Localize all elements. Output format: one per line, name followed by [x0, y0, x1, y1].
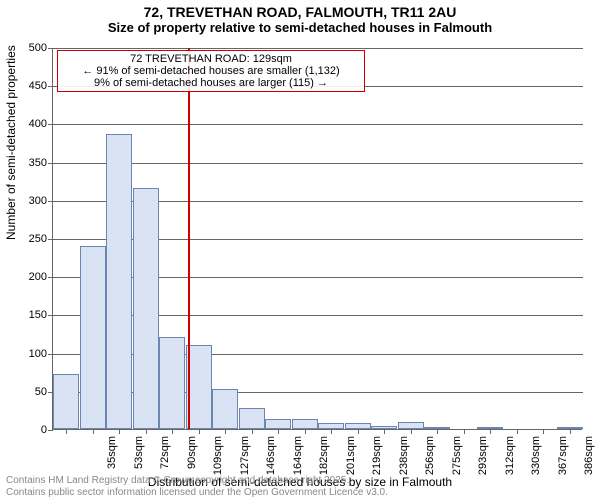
- y-tick-label: 500: [7, 42, 47, 54]
- x-tick-label: 164sqm: [292, 436, 304, 480]
- footer-line2: Contains public sector information licen…: [6, 487, 388, 499]
- property-marker-line: [188, 48, 190, 429]
- x-tick-label: 90sqm: [186, 436, 198, 480]
- y-tick-label: 0: [7, 424, 47, 436]
- x-tick-label: 201sqm: [345, 436, 357, 480]
- gridline: [53, 124, 583, 125]
- gridline: [53, 48, 583, 49]
- histogram-bar: [159, 337, 185, 429]
- x-tick-label: 72sqm: [159, 436, 171, 480]
- x-tick-label: 386sqm: [583, 436, 595, 480]
- annotation-line: ← 91% of semi-detached houses are smalle…: [62, 65, 360, 77]
- x-tick-label: 312sqm: [504, 436, 516, 480]
- histogram-bar: [239, 408, 265, 429]
- x-tick-label: 146sqm: [265, 436, 277, 480]
- annotation-line: 72 TREVETHAN ROAD: 129sqm: [62, 53, 360, 65]
- title-block: 72, TREVETHAN ROAD, FALMOUTH, TR11 2AU S…: [0, 0, 600, 35]
- histogram-bar: [106, 134, 132, 429]
- annotation-box: 72 TREVETHAN ROAD: 129sqm← 91% of semi-d…: [57, 50, 365, 92]
- y-tick-label: 100: [7, 348, 47, 360]
- gridline: [53, 163, 583, 164]
- x-tick-label: 256sqm: [424, 436, 436, 480]
- histogram-bar: [398, 422, 424, 429]
- histogram-bar: [80, 246, 106, 429]
- y-tick-label: 250: [7, 233, 47, 245]
- y-tick-label: 300: [7, 195, 47, 207]
- footer-line1: Contains HM Land Registry data © Crown c…: [6, 475, 388, 487]
- annotation-line: 9% of semi-detached houses are larger (1…: [62, 77, 360, 89]
- x-tick-label: 330sqm: [530, 436, 542, 480]
- y-tick-label: 200: [7, 271, 47, 283]
- histogram-bar: [133, 188, 159, 429]
- y-tick-label: 350: [7, 157, 47, 169]
- x-tick-label: 275sqm: [451, 436, 463, 480]
- y-tick-label: 50: [7, 386, 47, 398]
- chart-area: 05010015020025030035040045050035sqm53sqm…: [52, 48, 582, 430]
- x-tick-label: 53sqm: [133, 436, 145, 480]
- y-axis-label: Number of semi-detached properties: [4, 45, 18, 240]
- footer-attribution: Contains HM Land Registry data © Crown c…: [6, 475, 388, 498]
- plot-region: 05010015020025030035040045050035sqm53sqm…: [52, 48, 582, 430]
- y-tick-label: 450: [7, 80, 47, 92]
- chart-title: 72, TREVETHAN ROAD, FALMOUTH, TR11 2AU: [0, 4, 600, 20]
- y-tick-label: 150: [7, 309, 47, 321]
- x-tick-label: 127sqm: [239, 436, 251, 480]
- histogram-bar: [212, 389, 238, 429]
- x-tick-label: 367sqm: [557, 436, 569, 480]
- x-tick-label: 293sqm: [477, 436, 489, 480]
- x-tick-label: 219sqm: [371, 436, 383, 480]
- chart-subtitle: Size of property relative to semi-detach…: [0, 20, 600, 35]
- histogram-bar: [53, 374, 79, 429]
- chart-container: 72, TREVETHAN ROAD, FALMOUTH, TR11 2AU S…: [0, 0, 600, 500]
- x-tick-label: 238sqm: [398, 436, 410, 480]
- x-tick-label: 35sqm: [106, 436, 118, 480]
- histogram-bar: [265, 419, 291, 429]
- y-tick-label: 400: [7, 118, 47, 130]
- x-tick-label: 109sqm: [212, 436, 224, 480]
- histogram-bar: [292, 419, 318, 429]
- x-tick-label: 182sqm: [318, 436, 330, 480]
